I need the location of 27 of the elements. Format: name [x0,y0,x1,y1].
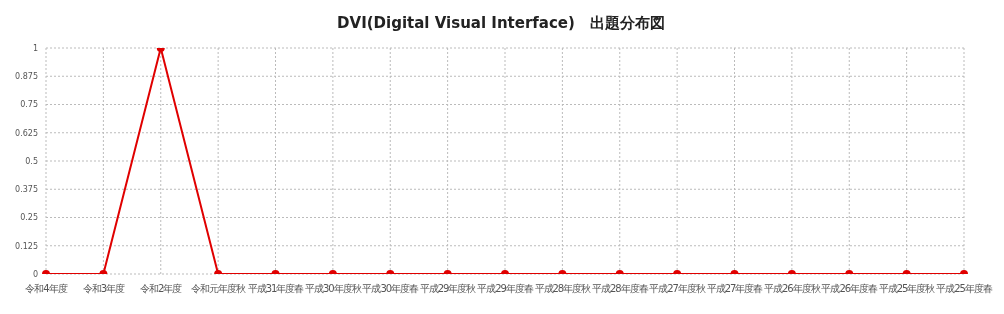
chart-title: DVI(Digital Visual Interface) 出題分布図 [336,14,666,34]
x-tick-label: 平成29年度春 [477,283,534,294]
x-tick-label: 平成30年度春 [362,283,420,294]
y-tick-label: 0 [32,269,38,279]
x-tick-label: 令和4年度 [25,283,68,294]
x-tick-label: 平成25年度春 [936,283,993,294]
x-tick-label: 平成31年度春 [247,283,305,294]
x-tick-label: 平成26年度春 [821,283,879,294]
y-tick-label: 0.5 [25,156,38,166]
x-tick-label: 平成27年度春 [706,283,764,294]
y-tick-label: 0.75 [20,100,38,110]
x-tick-label: 令和2年度 [140,283,183,294]
x-tick-label: 平成28年度秋 [534,283,592,294]
x-tick-label: 平成27年度秋 [649,283,706,294]
x-tick-label: 平成30年度秋 [305,283,362,294]
y-tick-label: 0.625 [15,128,38,138]
y-tick-label: 0.25 [20,213,38,223]
x-tick-label: 令和元年度秋 [191,283,247,294]
y-tick-label: 1 [32,43,38,53]
x-tick-label: 平成25年度秋 [878,283,936,294]
y-tick-label: 0.125 [15,241,38,251]
x-tick-label: 令和3年度 [82,283,126,294]
y-tick-label: 0.875 [15,72,38,82]
x-tick-label: 平成29年度秋 [419,283,477,294]
y-tick-label: 0.375 [15,185,38,195]
x-tick-label: 平成26年度秋 [764,283,821,294]
x-tick-label: 平成28年度春 [591,283,649,294]
